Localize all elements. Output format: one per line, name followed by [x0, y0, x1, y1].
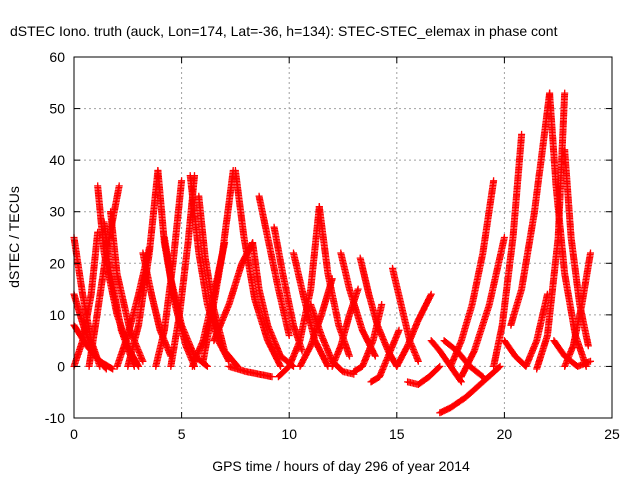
y-tick-label: 30 — [49, 204, 65, 220]
series-13 — [152, 177, 186, 370]
series-36 — [393, 290, 435, 370]
series-21 — [249, 239, 297, 370]
series-23 — [255, 192, 293, 339]
x-tick-label: 0 — [70, 426, 78, 442]
series-50 — [561, 249, 594, 370]
series-37 — [404, 362, 444, 388]
x-axis-title: GPS time / hours of day 296 of year 2014 — [212, 458, 470, 474]
y-axis-title: dSTEC / TECUs — [6, 186, 22, 288]
series-29 — [307, 301, 358, 378]
axis-ticks: 0 5 10 15 20 25 -10 0 10 20 30 40 50 60 — [45, 49, 620, 442]
y-tick-label: 20 — [49, 255, 65, 271]
y-tick-label: -10 — [45, 410, 65, 426]
series-39 — [436, 362, 504, 417]
series-45 — [507, 89, 554, 329]
series-42 — [457, 234, 508, 381]
series-41 — [447, 177, 498, 370]
series-34 — [367, 326, 403, 386]
x-tick-label: 15 — [389, 426, 405, 442]
plot-frame — [73, 56, 613, 419]
series-22 — [225, 362, 276, 381]
x-tick-label: 25 — [604, 426, 620, 442]
series-44 — [500, 290, 551, 370]
series-18 — [199, 167, 237, 365]
data-series — [70, 89, 594, 417]
y-tick-label: 0 — [57, 358, 65, 374]
y-tick-label: 10 — [49, 307, 65, 323]
series-9 — [124, 167, 162, 370]
x-tick-label: 5 — [178, 426, 186, 442]
series-31 — [328, 285, 362, 370]
y-tick-label: 40 — [49, 152, 65, 168]
x-tick-label: 10 — [281, 426, 297, 442]
x-tick-label: 20 — [497, 426, 513, 442]
chart-title: dSTEC Iono. truth (auck, Lon=174, Lat=-3… — [10, 23, 558, 39]
series-20 — [231, 167, 285, 370]
y-tick-label: 60 — [49, 49, 65, 65]
series-43 — [490, 130, 526, 370]
y-tick-label: 50 — [49, 101, 65, 117]
